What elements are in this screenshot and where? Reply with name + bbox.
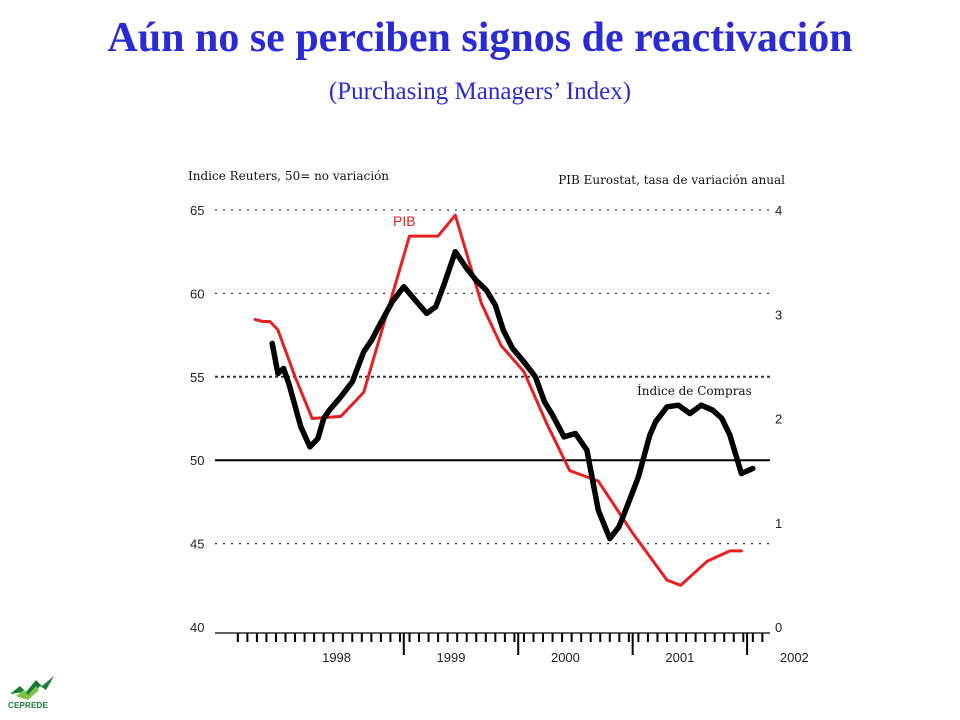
x-tick-label: 1999 <box>437 650 466 665</box>
ceprede-logo-icon <box>10 676 54 700</box>
x-tick-label: 2001 <box>665 650 694 665</box>
left-axis-label: Indice Reuters, 50= no variación <box>188 169 389 183</box>
y-tick-label-right: 2 <box>775 412 782 427</box>
y-tick-label-left: 65 <box>190 203 204 218</box>
y-tick-label-left: 55 <box>190 370 204 385</box>
y-tick-label-left: 50 <box>190 453 204 468</box>
y-tick-label-right: 0 <box>775 620 782 635</box>
series-label-indice-compras: Índice de Compras <box>637 383 752 398</box>
series-line-pib <box>253 213 743 587</box>
y-tick-label-left: 40 <box>190 620 204 635</box>
y-tick-label-right: 3 <box>775 307 782 322</box>
page-title: Aún no se perciben signos de reactivació… <box>107 15 853 61</box>
x-tick-label: 2002 <box>780 650 809 665</box>
right-axis-label: PIB Eurostat, tasa de variación anual <box>558 173 785 187</box>
x-tick-label: 1998 <box>322 650 351 665</box>
logo-text: CEPREDE <box>8 701 49 710</box>
y-tick-label-right: 1 <box>775 516 782 531</box>
y-tick-label-right: 4 <box>775 203 782 218</box>
y-tick-label-left: 60 <box>190 286 204 301</box>
series-label-pib: PIB <box>393 213 416 229</box>
series-line-indice-compras <box>269 248 756 542</box>
page-subtitle: (Purchasing Managers’ Index) <box>328 78 632 105</box>
x-tick-label: 2000 <box>551 650 580 665</box>
y-tick-label-left: 45 <box>190 537 204 552</box>
